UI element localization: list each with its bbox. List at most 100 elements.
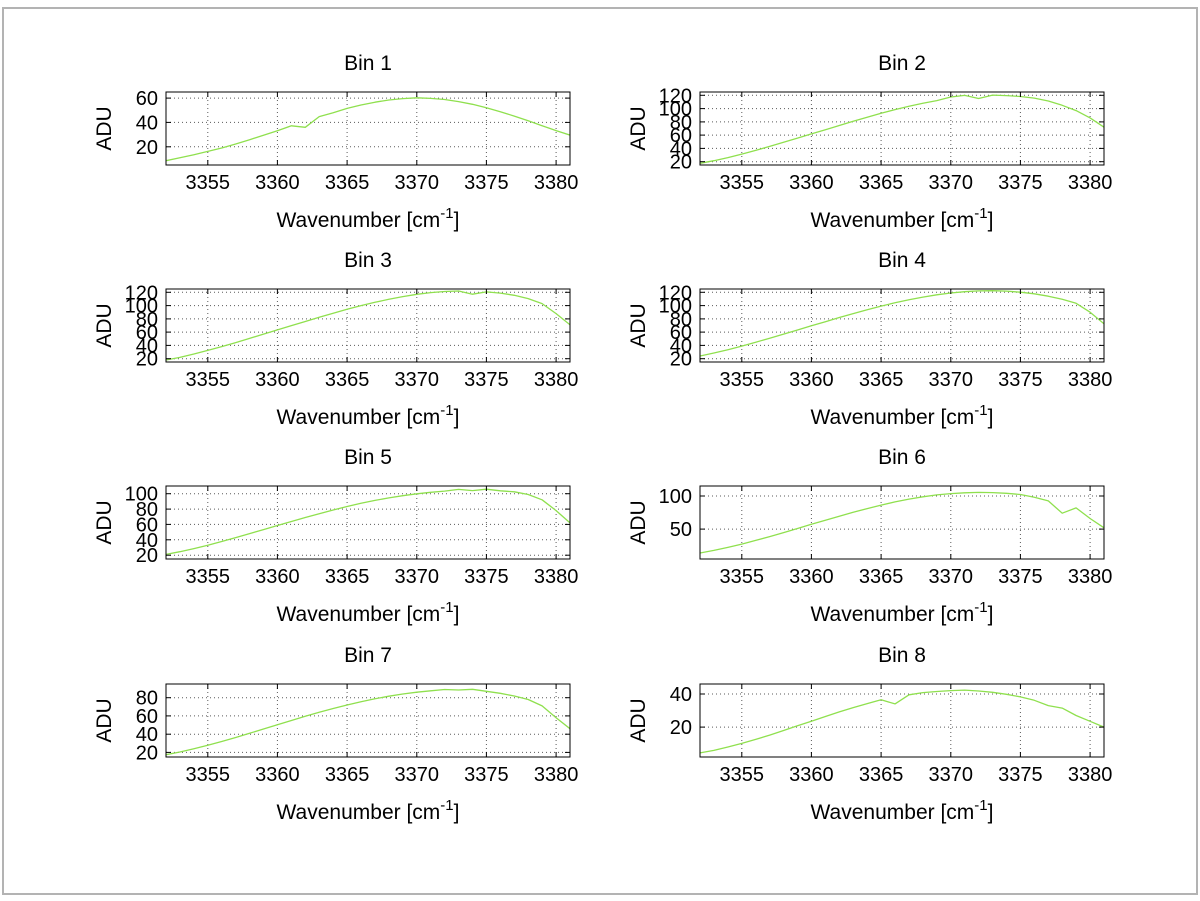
x-tick-label: 3365 [325,369,370,391]
x-tick-label: 3365 [325,764,370,786]
y-tick-label: 40 [136,112,158,134]
y-axis-label: ADU [93,106,116,150]
x-tick-label: 3370 [929,369,974,391]
subplot-title: Bin 5 [344,446,392,469]
spectrum-line [700,94,1104,164]
x-tick-label: 3355 [720,172,765,194]
axes-box [165,288,571,363]
x-tick-label: 3375 [998,172,1043,194]
y-tick-label: 20 [670,152,692,174]
x-tick-label: 3360 [789,566,834,588]
y-axis-label: ADU [627,106,650,150]
x-tick-label: 3380 [534,566,579,588]
y-tick-label: 40 [136,724,158,746]
x-tick-label: 3380 [1068,764,1113,786]
x-tick-label: 3365 [859,369,904,391]
x-tick-label: 3375 [998,369,1043,391]
x-tick-label: 3360 [255,369,300,391]
axes-box [165,683,571,758]
y-tick-label: 100 [659,296,692,318]
x-tick-label: 3365 [859,172,904,194]
x-tick-label: 3370 [929,566,974,588]
x-tick-label: 3360 [789,369,834,391]
y-tick-label: 60 [136,706,158,728]
x-tick-label: 3365 [325,566,370,588]
x-tick-label: 3355 [186,764,231,786]
x-tick-label: 3380 [534,369,579,391]
x-tick-label: 3380 [1068,172,1113,194]
spectrum-line [700,491,1104,554]
y-tick-label: 40 [670,335,692,357]
y-tick-label: 20 [136,349,158,371]
axes-box [699,288,1105,363]
subplot-bin-3: Bin 3 3355 3360 3365 3370 3375 3380 20406080100… [93,249,578,429]
axes-box [165,91,571,166]
x-tick-label: 3355 [720,566,765,588]
x-tick-label: 3370 [395,566,440,588]
spectrum-line [166,488,570,556]
x-tick-label: 3360 [255,566,300,588]
y-tick-label: 80 [136,499,158,521]
subplot-bin-8: Bin 8 3355 3360 3365 3370 3375 3380 20 40 Wavenum… [627,644,1112,824]
x-tick-label: 3375 [998,566,1043,588]
y-tick-label: 120 [659,282,692,304]
x-tick-label: 3370 [395,764,440,786]
y-axis-label: ADU [93,500,116,544]
x-tick-label: 3370 [929,764,974,786]
subplot-title: Bin 4 [878,249,926,272]
x-tick-label: 3375 [464,369,509,391]
y-tick-label: 40 [670,138,692,160]
y-tick-label: 20 [670,349,692,371]
x-tick-label: 3355 [186,369,231,391]
y-tick-label: 100 [125,296,158,318]
y-tick-label: 20 [136,137,158,159]
subplot-title: Bin 1 [344,52,392,75]
axes-box [165,485,571,560]
spectrum-line [700,290,1104,357]
x-tick-label: 3375 [464,764,509,786]
spectrum-line [166,688,570,756]
y-axis-label: ADU [93,303,116,347]
y-tick-label: 100 [659,99,692,121]
x-tick-label: 3370 [395,172,440,194]
subplot-bin-4: Bin 4 3355 3360 3365 3370 3375 3380 20406080100… [627,249,1112,429]
y-tick-label: 60 [670,125,692,147]
x-axis-label: Wavenumber [cm-1] [277,797,460,824]
axes-box [699,683,1105,758]
x-axis-label: Wavenumber [cm-1] [811,205,994,232]
x-tick-label: 3375 [464,172,509,194]
x-axis-label: Wavenumber [cm-1] [811,402,994,429]
x-tick-label: 3355 [720,764,765,786]
x-tick-label: 3360 [789,172,834,194]
y-tick-label: 20 [136,545,158,567]
y-tick-label: 60 [670,322,692,344]
y-tick-label: 40 [136,530,158,552]
axes-box [699,91,1105,166]
y-tick-label: 120 [125,282,158,304]
x-axis-label: Wavenumber [cm-1] [277,402,460,429]
y-tick-label: 120 [659,85,692,107]
x-tick-label: 3355 [186,566,231,588]
y-tick-label: 80 [136,688,158,710]
subplot-title: Bin 8 [878,644,926,667]
x-tick-label: 3370 [929,172,974,194]
y-tick-label: 60 [136,88,158,110]
y-tick-label: 80 [670,112,692,134]
x-axis-label: Wavenumber [cm-1] [811,797,994,824]
x-tick-label: 3380 [1068,566,1113,588]
x-axis-label: Wavenumber [cm-1] [811,599,994,626]
subplot-title: Bin 6 [878,446,926,469]
x-tick-label: 3360 [255,764,300,786]
x-tick-label: 3355 [720,369,765,391]
x-tick-label: 3370 [395,369,440,391]
y-tick-label: 50 [670,519,692,541]
y-tick-label: 80 [670,309,692,331]
x-tick-label: 3380 [534,172,579,194]
x-tick-label: 3375 [464,566,509,588]
x-tick-label: 3365 [859,566,904,588]
y-tick-label: 80 [136,309,158,331]
